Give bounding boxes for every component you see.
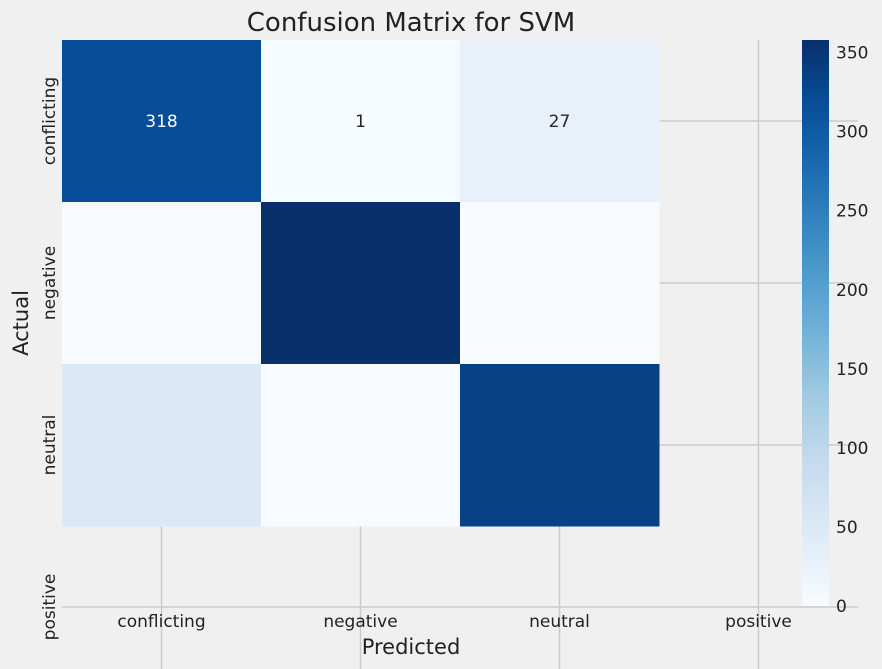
x-tick-label: positive — [725, 612, 792, 632]
heatmap-cell — [62, 202, 262, 365]
heatmap-cell — [460, 202, 660, 365]
chart-title: Confusion Matrix for SVM — [247, 8, 575, 38]
colorbar-tick-label: 200 — [836, 281, 868, 301]
x-tick-label: negative — [323, 612, 397, 632]
heatmap-cell — [62, 40, 262, 203]
heatmap-cell — [261, 202, 461, 365]
y-axis-label: Actual — [9, 290, 33, 356]
cell-value-label: 318 — [145, 112, 177, 132]
x-tick-labels: conflicting negative neutral positive — [117, 612, 791, 632]
colorbar-tick-label: 0 — [836, 597, 847, 617]
colorbar-tick-label: 100 — [836, 439, 868, 459]
heatmap-cell — [460, 40, 660, 203]
colorbar-tick-label: 250 — [836, 202, 868, 222]
y-tick-label: positive — [40, 574, 60, 641]
cell-value-label: 1 — [355, 112, 366, 132]
colorbar: 0 50 100 150 200 250 300 350 — [802, 40, 868, 617]
colorbar-gradient — [802, 40, 829, 606]
y-tick-label: negative — [40, 246, 60, 320]
y-tick-label: neutral — [40, 415, 60, 476]
colorbar-tick-label: 300 — [836, 123, 868, 143]
x-tick-label: conflicting — [117, 612, 205, 632]
heatmap-cell — [62, 364, 262, 527]
y-tick-label: conflicting — [40, 77, 60, 165]
heatmap-cell — [261, 364, 461, 527]
colorbar-tick-label: 50 — [836, 518, 858, 538]
heatmap-cell — [261, 40, 461, 203]
y-tick-labels: conflicting negative neutral positive — [40, 77, 60, 640]
colorbar-tick-label: 350 — [836, 44, 868, 64]
colorbar-tick-label: 150 — [836, 360, 868, 380]
x-tick-label: neutral — [529, 612, 590, 632]
heatmap-cells: 318 1 27 — [62, 40, 660, 527]
heatmap-cell — [460, 364, 660, 527]
cell-value-label: 27 — [549, 112, 571, 132]
x-axis-label: Predicted — [362, 635, 461, 659]
